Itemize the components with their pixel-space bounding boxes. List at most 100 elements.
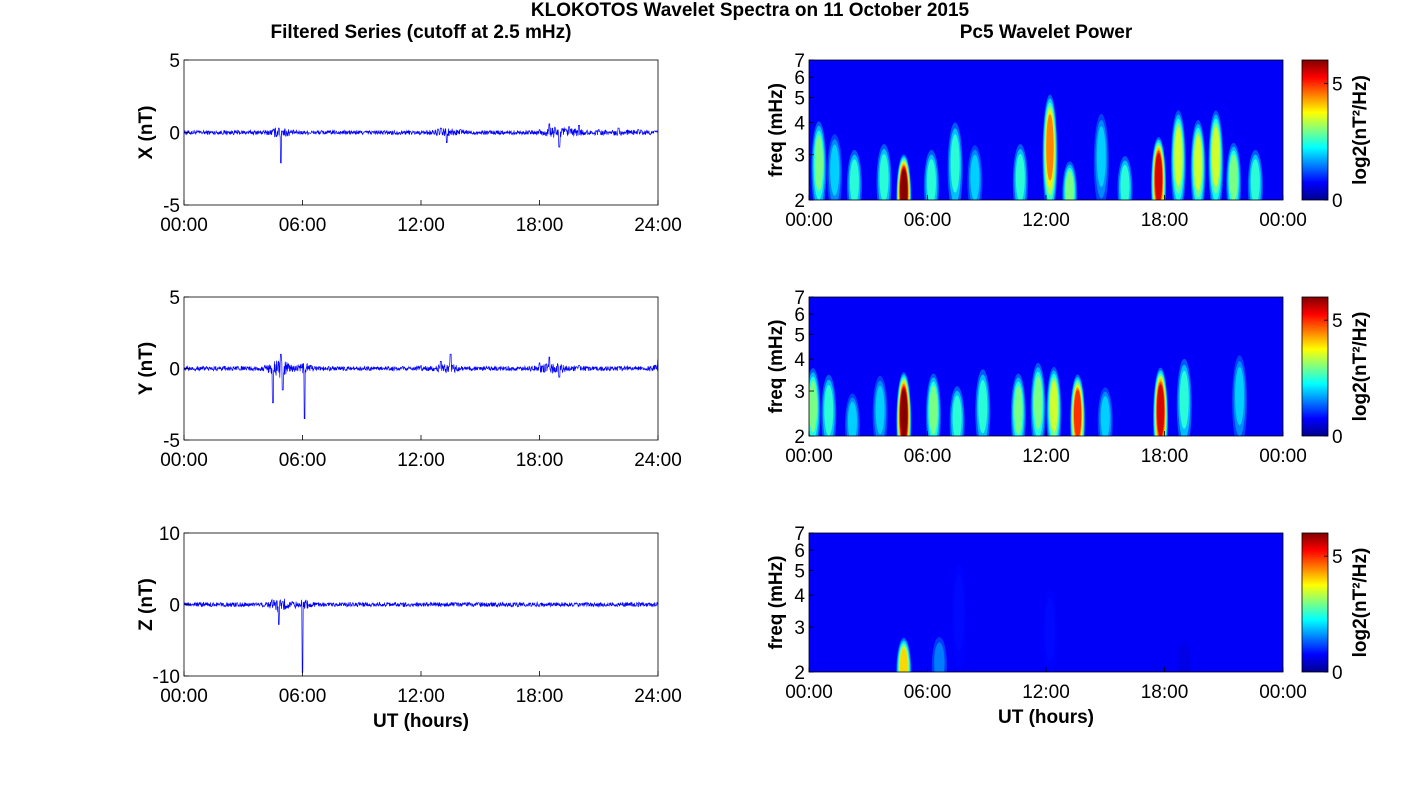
power-peak — [934, 642, 945, 672]
y-tick-label: 10 — [159, 524, 180, 545]
series-line-z — [183, 598, 659, 673]
power-peak — [1015, 153, 1025, 200]
x-tick-label: 24:00 — [634, 215, 682, 236]
colorbar — [1301, 296, 1329, 437]
x-tick-label: 00:00 — [785, 446, 833, 467]
colorbar-label: log2(nT²/Hz) — [1350, 312, 1371, 422]
x-axis-label: UT (hours) — [373, 711, 469, 732]
power-peak — [1014, 385, 1023, 435]
y-tick-label: 5 — [169, 51, 180, 72]
x-tick-label: 00:00 — [160, 686, 208, 707]
power-peak — [879, 153, 889, 200]
power-peak — [900, 168, 908, 200]
power-peak — [952, 395, 962, 436]
x-tick-label: 18:00 — [1141, 210, 1189, 231]
power-peak — [926, 159, 936, 200]
y-tick-label: 7 — [794, 524, 805, 545]
x-tick-label: 00:00 — [1259, 446, 1307, 467]
power-peak — [1229, 154, 1238, 200]
x-tick-label: 06:00 — [904, 446, 952, 467]
y-tick-label: 3 — [794, 382, 805, 403]
y-tick-label: 4 — [794, 350, 805, 371]
x-axis-label: UT (hours) — [998, 707, 1094, 728]
power-peak — [1179, 643, 1190, 672]
x-tick-label: 12:00 — [397, 686, 445, 707]
y-axis-label: Y (nT) — [136, 342, 157, 395]
colorbar-label: log2(nT²/Hz) — [1350, 548, 1371, 658]
power-peak — [1120, 164, 1130, 200]
x-tick-label: 12:00 — [1022, 682, 1070, 703]
y-tick-label: 5 — [794, 89, 805, 110]
y-tick-label: 2 — [794, 663, 805, 684]
x-tick-label: 00:00 — [160, 450, 208, 471]
power-peak — [1046, 114, 1054, 181]
y-tick-label: -10 — [153, 667, 180, 688]
x-tick-label: 18:00 — [1141, 682, 1189, 703]
x-tick-label: 00:00 — [785, 682, 833, 703]
heatmap-background — [809, 297, 1283, 436]
series-line-y — [183, 353, 659, 419]
y-tick-label: 4 — [794, 586, 805, 607]
y-tick-label: 7 — [794, 288, 805, 309]
right-column-title: Pc5 Wavelet Power — [959, 22, 1133, 43]
power-peak — [953, 573, 965, 651]
figure-title: KLOKOTOS Wavelet Spectra on 11 October 2… — [530, 0, 970, 21]
x-tick-label: 00:00 — [160, 215, 208, 236]
colorbar-tick-label: 0 — [1332, 663, 1343, 684]
colorbar-tick-label: 0 — [1332, 427, 1343, 448]
power-peak — [950, 134, 960, 193]
power-peak — [1044, 597, 1056, 662]
y-axis-label: freq (mHz) — [766, 320, 787, 414]
power-peak — [1235, 366, 1245, 426]
power-peak — [899, 648, 908, 672]
y-tick-label: 2 — [794, 191, 805, 212]
power-peak — [1073, 389, 1082, 436]
x-tick-label: 18:00 — [1141, 446, 1189, 467]
x-tick-label: 12:00 — [397, 215, 445, 236]
power-peak — [849, 159, 859, 200]
x-tick-label: 06:00 — [904, 210, 952, 231]
y-tick-label: 3 — [794, 618, 805, 639]
x-tick-label: 12:00 — [1022, 446, 1070, 467]
colorbar-label: log2(nT²/Hz) — [1350, 75, 1371, 185]
power-peak — [1194, 135, 1202, 191]
power-peak — [847, 401, 857, 436]
y-tick-label: 5 — [794, 561, 805, 582]
y-tick-label: 0 — [169, 596, 180, 617]
power-peak — [1250, 159, 1260, 200]
y-tick-label: 3 — [794, 146, 805, 167]
y-tick-label: 2 — [794, 427, 805, 448]
x-tick-label: 18:00 — [516, 686, 564, 707]
x-tick-label: 00:00 — [785, 210, 833, 231]
left-column-title: Filtered Series (cutoff at 2.5 mHz) — [270, 22, 572, 43]
x-tick-label: 18:00 — [516, 450, 564, 471]
power-peak — [970, 154, 980, 200]
y-tick-label: 5 — [169, 288, 180, 309]
colorbar-tick-label: 0 — [1332, 191, 1343, 212]
heatmap-cells — [896, 563, 1192, 672]
heatmap-cells — [809, 355, 1248, 436]
power-peak — [1096, 126, 1106, 187]
x-tick-label: 18:00 — [516, 215, 564, 236]
y-tick-label: 4 — [794, 114, 805, 135]
x-tick-label: 24:00 — [634, 686, 682, 707]
power-peak — [1211, 126, 1220, 187]
power-peak — [824, 384, 834, 436]
colorbar-tick-label: 5 — [1332, 74, 1343, 95]
line-chart-x: 00:00 06:00 12:00 18:00 24:00 -5 0 5 X (nT) — [136, 51, 682, 236]
line-chart-y: 00:00 06:00 12:00 18:00 24:00 -5 0 5 Y (nT) — [136, 288, 682, 471]
power-peak — [1174, 126, 1183, 187]
y-tick-label: 0 — [169, 124, 180, 145]
line-chart-z: 00:00 06:00 12:00 18:00 24:00 -10 0 10 Z (nT) UT … — [136, 524, 682, 732]
power-peak — [1154, 152, 1163, 200]
colorbar-tick-label: 5 — [1332, 311, 1343, 332]
x-tick-label: 06:00 — [279, 686, 327, 707]
power-peak — [809, 380, 818, 433]
y-tick-label: -5 — [163, 431, 180, 452]
y-axis-label: freq (mHz) — [766, 83, 787, 177]
power-peak — [929, 385, 938, 435]
